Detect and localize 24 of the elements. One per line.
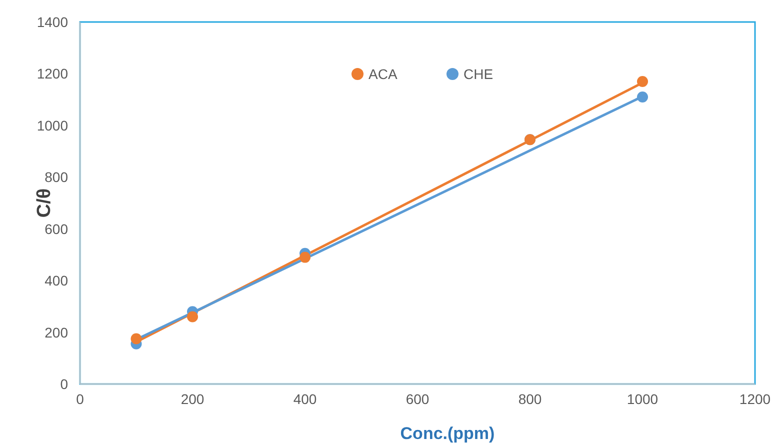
y-tick-label: 1200	[36, 66, 68, 82]
point	[187, 311, 198, 322]
y-axis-title: C/θ	[34, 188, 55, 218]
x-tick-label: 1200	[739, 391, 771, 407]
point	[637, 91, 648, 102]
y-tick-label: 600	[44, 220, 68, 237]
point	[637, 76, 648, 87]
y-tick-label: 800	[44, 169, 68, 186]
point	[130, 333, 142, 344]
y-tick-label: 200	[44, 324, 68, 340]
x-tick-label: 200	[180, 391, 204, 407]
x-axis-title: Conc.(ppm)	[400, 424, 495, 443]
y-tick-label: 1400	[36, 14, 68, 30]
legend-label: ACA	[368, 66, 398, 82]
legend-label: CHE	[464, 66, 494, 82]
x-tick-label: 600	[406, 391, 430, 407]
y-tick-label: 400	[44, 272, 68, 289]
y-tick-label: 0	[60, 376, 68, 392]
x-tick-label: 0	[76, 391, 84, 407]
x-tick-label: 800	[518, 391, 542, 407]
x-tick-label: 1000	[626, 391, 658, 407]
x-tick-label: 400	[293, 391, 317, 407]
point	[300, 252, 310, 263]
y-tick-label: 1000	[36, 117, 68, 134]
